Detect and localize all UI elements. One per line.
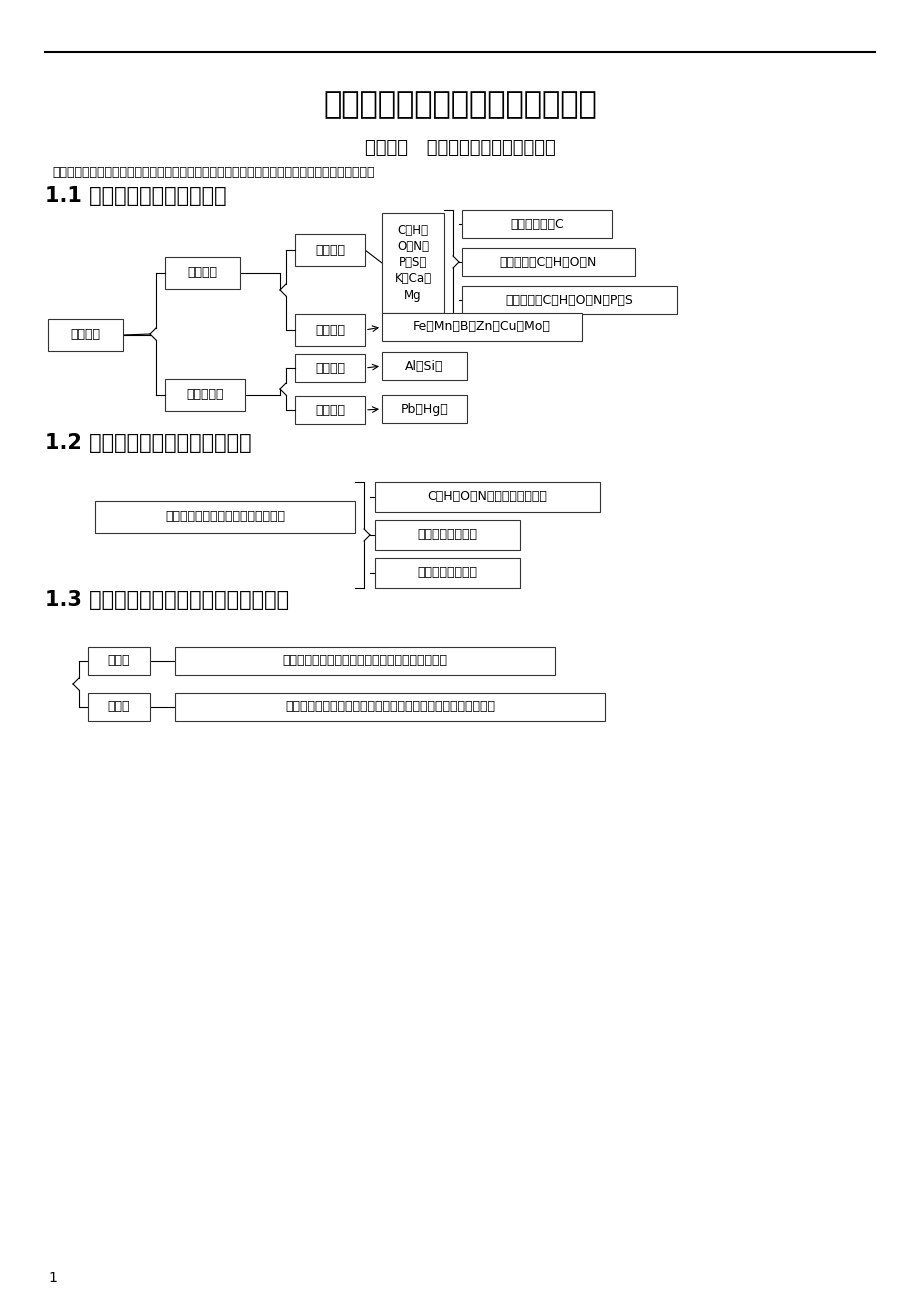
- Text: Al、Si等: Al、Si等: [404, 359, 443, 372]
- Text: 差异性: 差异性: [108, 700, 130, 713]
- Text: 1.3 生物界与非生物界的统一性和差异性: 1.3 生物界与非生物界的统一性和差异性: [45, 590, 289, 611]
- Bar: [295, 354, 365, 381]
- Bar: [48, 319, 123, 352]
- Bar: [375, 482, 599, 512]
- Bar: [461, 286, 676, 314]
- Bar: [95, 501, 355, 533]
- Text: 必需元素: 必需元素: [187, 267, 217, 280]
- Text: 1: 1: [48, 1271, 57, 1285]
- Text: 微量元素: 微量元素: [314, 323, 345, 336]
- Text: 不同种生物体中化学元素的组成特点: 不同种生物体中化学元素的组成特点: [165, 510, 285, 523]
- Bar: [88, 693, 150, 721]
- Text: 主要元素：C、H、O、N、P、S: 主要元素：C、H、O、N、P、S: [505, 293, 633, 306]
- Text: 有害元素: 有害元素: [314, 404, 345, 417]
- Bar: [375, 519, 519, 549]
- Bar: [165, 256, 240, 289]
- Text: （细胞中的化合物、细胞的结构和功能、细胞增殖、分化、癌变和衰老、生物膜系统和细胞工程）: （细胞中的化合物、细胞的结构和功能、细胞增殖、分化、癌变和衰老、生物膜系统和细胞…: [52, 165, 374, 178]
- Text: 统一性: 统一性: [108, 655, 130, 668]
- Text: 非必需元素: 非必需元素: [186, 388, 223, 401]
- Text: C、H、
O、N、
P、S、
K、Ca、
Mg: C、H、 O、N、 P、S、 K、Ca、 Mg: [394, 224, 431, 302]
- Text: 化学元素: 化学元素: [71, 328, 100, 341]
- Text: 元素含量差异很大: 元素含量差异很大: [417, 566, 477, 579]
- Bar: [375, 559, 519, 589]
- Text: 组成生物体的化学元素，在无机自然界中都能找到: 组成生物体的化学元素，在无机自然界中都能找到: [282, 655, 447, 668]
- Bar: [381, 352, 467, 380]
- Bar: [461, 210, 611, 238]
- Text: 基本元素：C、H、O、N: 基本元素：C、H、O、N: [499, 255, 596, 268]
- Bar: [381, 312, 582, 341]
- Bar: [88, 647, 150, 674]
- Bar: [295, 396, 365, 424]
- Bar: [381, 214, 444, 312]
- Text: C、H、O、N四种元素含量最多: C、H、O、N四种元素含量最多: [427, 491, 547, 504]
- Text: 无害元素: 无害元素: [314, 362, 345, 375]
- Bar: [175, 647, 554, 674]
- Text: 最基本元素：C: 最基本元素：C: [509, 217, 563, 230]
- Bar: [295, 314, 365, 346]
- Text: 元素种类大体相同: 元素种类大体相同: [417, 529, 477, 542]
- Text: 组成生物体的化学元素，在生物体和无机自然界中含量差异很大: 组成生物体的化学元素，在生物体和无机自然界中含量差异很大: [285, 700, 494, 713]
- Bar: [381, 395, 467, 423]
- Text: 高三第二轮复习生物知识结构网络: 高三第二轮复习生物知识结构网络: [323, 91, 596, 120]
- Bar: [165, 379, 244, 411]
- Text: 大量元素: 大量元素: [314, 243, 345, 256]
- Bar: [175, 693, 605, 721]
- Text: Pb、Hg等: Pb、Hg等: [400, 402, 448, 415]
- Text: 第一单元   生命的物质基础和结构基础: 第一单元 生命的物质基础和结构基础: [364, 139, 555, 158]
- Bar: [461, 247, 634, 276]
- Text: 1.2 生物体中化学元素的组成特点: 1.2 生物体中化学元素的组成特点: [45, 434, 252, 453]
- Bar: [295, 234, 365, 266]
- Text: Fe、Mn、B、Zn、Cu、Mo等: Fe、Mn、B、Zn、Cu、Mo等: [413, 320, 550, 333]
- Text: 1.1 化学元素与生物体的关系: 1.1 化学元素与生物体的关系: [45, 186, 226, 206]
